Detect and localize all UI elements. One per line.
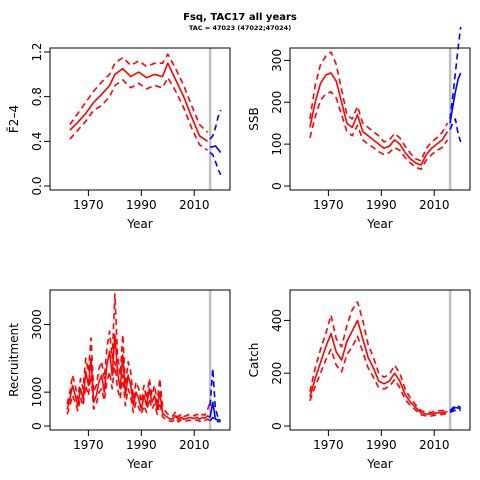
y-tick-label-recruitment: 1000: [30, 377, 44, 408]
panel-fbar: 1970 1990 2010 0.0 0.4 0.8 1.2 Year F̄2–4: [7, 42, 231, 231]
x-axis-label-ssb: Year: [366, 217, 392, 231]
x-tick-label-ssb: 1970: [313, 198, 344, 212]
recruitment-projection-upper-line: [209, 367, 221, 419]
ssb-projection-median-line: [449, 72, 462, 124]
plot-frame-fbar: [49, 47, 231, 191]
recruitment-history-median-line: [66, 333, 211, 421]
ssb-projection-upper-line: [449, 26, 462, 120]
y-tick-label-recruitment: 0: [30, 422, 44, 430]
y-tick-label-recruitment: 3000: [30, 309, 44, 340]
y-tick-label-fbar: 0.8: [30, 87, 44, 106]
x-tick-label-catch: 1970: [313, 438, 344, 452]
plot-frame-ssb: [289, 47, 471, 191]
fbar-projection-median-line: [210, 145, 222, 153]
ssb-projection-lower-line: [449, 118, 462, 143]
y-axis-label-recruitment: Recruitment: [7, 323, 21, 397]
recruitment-history-upper-line: [66, 293, 211, 418]
recruitment-history-lower-line: [66, 360, 211, 423]
fbar-projection-lower-line: [209, 151, 222, 176]
figure-subtitle: TAC = 47023 (47022;47024): [189, 24, 291, 32]
catch-projection-upper-line: [449, 404, 462, 412]
x-tick-label-catch: 2010: [419, 438, 450, 452]
y-tick-label-ssb: 0: [270, 182, 284, 190]
fbar-history-upper-line: [69, 53, 209, 133]
catch-projection-lower-line: [449, 408, 462, 414]
y-axis-label-ssb: SSB: [247, 107, 261, 130]
x-axis-label-fbar: Year: [126, 217, 152, 231]
x-tick-label-recruitment: 1990: [126, 438, 157, 452]
fbar-history-median-line: [69, 62, 208, 142]
y-tick-label-ssb: 200: [270, 91, 284, 114]
panel-recruitment: 1970 1990 2010 0 1000 3000 Year Recruitment: [7, 289, 231, 471]
x-tick-label-recruitment: 2010: [179, 438, 210, 452]
catch-history-lower-line: [309, 335, 448, 417]
x-tick-label-recruitment: 1970: [73, 438, 104, 452]
catch-history-median-line: [309, 319, 448, 415]
x-tick-label-fbar: 2010: [179, 198, 210, 212]
y-tick-label-catch: 200: [270, 362, 284, 385]
x-tick-label-fbar: 1990: [126, 198, 157, 212]
y-tick-label-fbar: 0.4: [30, 132, 44, 151]
figure-title: Fsq, TAC17 all years: [183, 12, 297, 23]
catch-projection-median-line: [449, 406, 462, 413]
x-tick-label-catch: 1990: [366, 438, 397, 452]
y-axis-label-fbar: F̄2–4: [7, 105, 21, 133]
recruitment-projection-median-line: [209, 401, 221, 421]
y-tick-label-fbar: 1.2: [30, 42, 44, 61]
y-tick-label-ssb: 100: [270, 133, 284, 156]
y-axis-label-catch: Catch: [247, 343, 261, 378]
fbar-history-lower-line: [69, 76, 208, 151]
ssb-history-lower-line: [309, 91, 449, 171]
y-tick-label-catch: 400: [270, 309, 284, 332]
y-tick-label-ssb: 300: [270, 49, 284, 72]
plot-frame-recruitment: [49, 289, 231, 431]
panel-ssb: 1970 1990 2010 0 100 200 300 Year SSB: [247, 26, 471, 231]
ssb-history-upper-line: [309, 51, 449, 162]
panel-catch: 1970 1990 2010 0 200 400 Year Catch: [247, 289, 471, 471]
plot-frame-catch: [289, 289, 471, 431]
recruitment-projection-lower-line: [209, 416, 221, 423]
y-tick-label-catch: 0: [270, 422, 284, 430]
fbar-projection-upper-line: [209, 109, 222, 140]
x-tick-label-fbar: 1970: [73, 198, 104, 212]
x-axis-label-catch: Year: [366, 457, 392, 471]
x-tick-label-ssb: 1990: [366, 198, 397, 212]
y-tick-label-fbar: 0.0: [30, 176, 44, 195]
ssb-history-median-line: [309, 72, 449, 166]
x-axis-label-recruitment: Year: [126, 457, 152, 471]
x-tick-label-ssb: 2010: [419, 198, 450, 212]
catch-history-upper-line: [309, 301, 448, 414]
